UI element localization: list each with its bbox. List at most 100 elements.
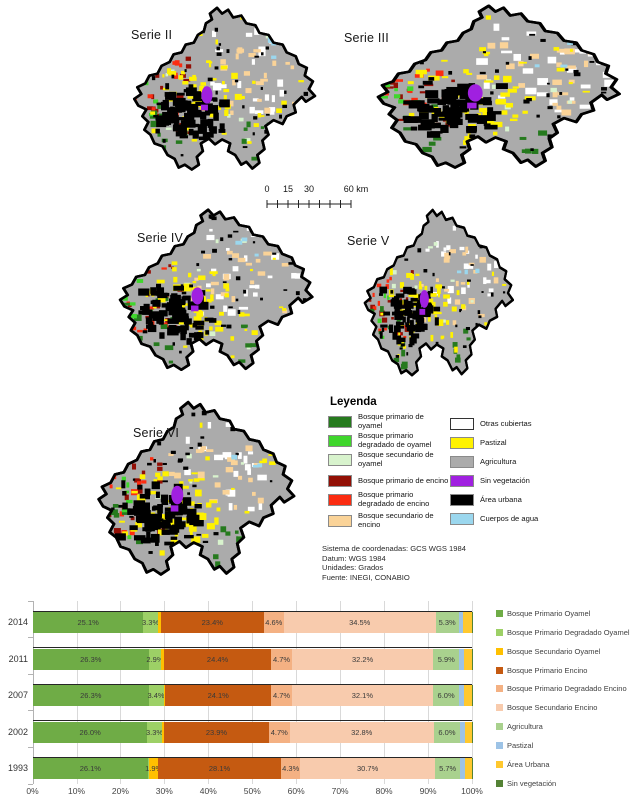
map-legend-swatch bbox=[328, 416, 352, 428]
x-axis-label: 0% bbox=[26, 786, 39, 796]
bar-segment: 25.1% bbox=[33, 612, 144, 633]
scale-label: 30 bbox=[303, 184, 315, 194]
map-serie-ii bbox=[132, 6, 317, 171]
map-legend-swatch bbox=[328, 475, 352, 487]
chart-legend-swatch bbox=[496, 647, 503, 655]
bar-top-line bbox=[32, 756, 472, 758]
x-axis-label: 60% bbox=[287, 786, 305, 796]
bar-segment: 5.3% bbox=[435, 612, 459, 633]
map-legend-label: Bosque primario de oyamel bbox=[358, 412, 424, 430]
bar-segment bbox=[459, 685, 464, 707]
bar-segment: 32.1% bbox=[291, 685, 433, 707]
segment-label: 26.0% bbox=[79, 727, 101, 737]
bar-segment: 5.9% bbox=[433, 648, 460, 670]
chart-legend-item: Área Urbana bbox=[496, 760, 550, 769]
bar-segment bbox=[458, 612, 464, 633]
bar-segment: 3.3% bbox=[142, 612, 160, 633]
bar-segment: 6.0% bbox=[432, 685, 460, 707]
map-legend-label: Otras cubiertas bbox=[480, 418, 532, 428]
chart-legend-item: Bosque Secundario Oyamel bbox=[496, 647, 600, 656]
map-legend-swatch bbox=[450, 513, 474, 525]
bar-segment: 26.3% bbox=[33, 685, 149, 707]
segment-label: 3.3% bbox=[142, 618, 160, 627]
bar-top-line bbox=[32, 610, 472, 612]
segment-label: 24.1% bbox=[207, 691, 229, 701]
bar-segment: 26.0% bbox=[33, 721, 148, 743]
segment-label: 23.4% bbox=[201, 618, 223, 627]
bar-row: 26.0% 3.3% 23.9% 4.7% 32.8% 6.0% bbox=[33, 721, 473, 743]
bar-segment bbox=[163, 685, 166, 707]
x-axis-label: 90% bbox=[419, 786, 437, 796]
segment-label: 6.0% bbox=[437, 691, 455, 701]
map-legend-label: Bosque secundario de oyamel bbox=[358, 450, 434, 468]
map-legend-label: Pastizal bbox=[480, 437, 507, 447]
scale-label: 15 bbox=[282, 184, 294, 194]
map-legend-swatch bbox=[450, 494, 474, 506]
bar-segment bbox=[161, 648, 164, 670]
bar-row: 25.1% 3.3% 23.4% 4.6% 34.5% 5.3% bbox=[33, 612, 473, 633]
year-label: 2002 bbox=[7, 726, 28, 737]
bar-segment: 4.7% bbox=[271, 648, 292, 670]
segment-label: 30.7% bbox=[356, 764, 379, 774]
bar-segment: 4.6% bbox=[263, 612, 284, 633]
segment-label: 25.1% bbox=[77, 618, 99, 627]
bar-segment bbox=[464, 721, 472, 743]
chart-legend-swatch bbox=[496, 628, 503, 636]
chart-legend-label: Bosque Primario Degradado Oyamel bbox=[507, 627, 630, 637]
chart-legend-swatch bbox=[496, 760, 503, 768]
chart-legend-swatch bbox=[496, 610, 503, 617]
map-legend-swatch bbox=[450, 456, 474, 468]
bar-segment: 4.3% bbox=[281, 758, 301, 780]
bar-segment: 2.9% bbox=[146, 648, 164, 670]
chart-legend-label: Bosque Secundario Oyamel bbox=[507, 646, 601, 656]
chart-legend-swatch bbox=[496, 685, 503, 693]
serie-iii-label: Serie III bbox=[344, 31, 389, 45]
chart-legend-item: Pastizal bbox=[496, 741, 533, 750]
map-legend-label: Bosque primario de encino bbox=[358, 475, 449, 485]
map-serie-iii bbox=[376, 4, 621, 169]
bar-segment bbox=[161, 721, 164, 743]
bar-row: 26.3% 3.4% 24.1% 4.7% 32.1% 6.0% bbox=[33, 685, 473, 707]
segment-label: 26.3% bbox=[80, 691, 102, 701]
map-serie-v bbox=[363, 208, 514, 377]
segment-label: 34.5% bbox=[349, 618, 371, 627]
bar-row: 26.1% 1.9% 28.1% 4.3% 30.7% 5.7% bbox=[33, 758, 473, 780]
y-axis-tick bbox=[28, 746, 33, 748]
map-legend-label: Área urbana bbox=[480, 494, 522, 504]
gridline bbox=[472, 600, 473, 784]
map-legend-label: Bosque primario degradado de oyamel bbox=[358, 431, 432, 449]
segment-label: 4.6% bbox=[265, 618, 283, 627]
bar-segment: 24.1% bbox=[165, 685, 272, 707]
segment-label: 2.9% bbox=[146, 654, 164, 664]
x-axis-label: 10% bbox=[67, 786, 86, 796]
segment-label: 6.0% bbox=[438, 727, 456, 737]
y-axis-tick bbox=[28, 637, 33, 639]
chart-legend-swatch bbox=[496, 779, 503, 787]
year-label: 1993 bbox=[7, 763, 28, 774]
map-legend-swatch bbox=[328, 435, 352, 447]
segment-label: 3.4% bbox=[147, 691, 165, 701]
map-legend-label: Bosque secundario de encino bbox=[358, 511, 434, 529]
map-metadata-text: Sistema de coordenadas: GCS WGS 1984 Datu… bbox=[322, 544, 622, 583]
segment-label: 32.2% bbox=[351, 654, 374, 664]
chart-legend-item: Bosque Primario Oyamel bbox=[496, 609, 590, 618]
chart-legend-label: Bosque Primario Encino bbox=[507, 665, 588, 675]
bar-top-line bbox=[32, 683, 472, 685]
map-legend-label: Sin vegetación bbox=[480, 475, 530, 485]
segment-label: 4.3% bbox=[282, 764, 300, 774]
segment-label: 23.9% bbox=[205, 727, 228, 737]
map-legend: Leyenda Bosque primario de oyamel Bosque … bbox=[320, 394, 636, 546]
scale-label: 60 km bbox=[343, 184, 369, 194]
chart-legend-label: Sin vegetación bbox=[507, 778, 557, 788]
bar-segment bbox=[463, 612, 472, 633]
x-axis-label: 50% bbox=[243, 786, 261, 796]
map-serie-vi bbox=[97, 400, 296, 576]
segment-label: 26.3% bbox=[80, 654, 102, 664]
year-label: 2007 bbox=[7, 690, 28, 701]
bar-segment bbox=[460, 721, 465, 743]
year-label: 2014 bbox=[7, 617, 28, 627]
bar-segment: 23.9% bbox=[163, 721, 269, 743]
serie-v-label: Serie V bbox=[347, 234, 390, 248]
chart-legend-label: Bosque Primario Oyamel bbox=[507, 609, 591, 618]
